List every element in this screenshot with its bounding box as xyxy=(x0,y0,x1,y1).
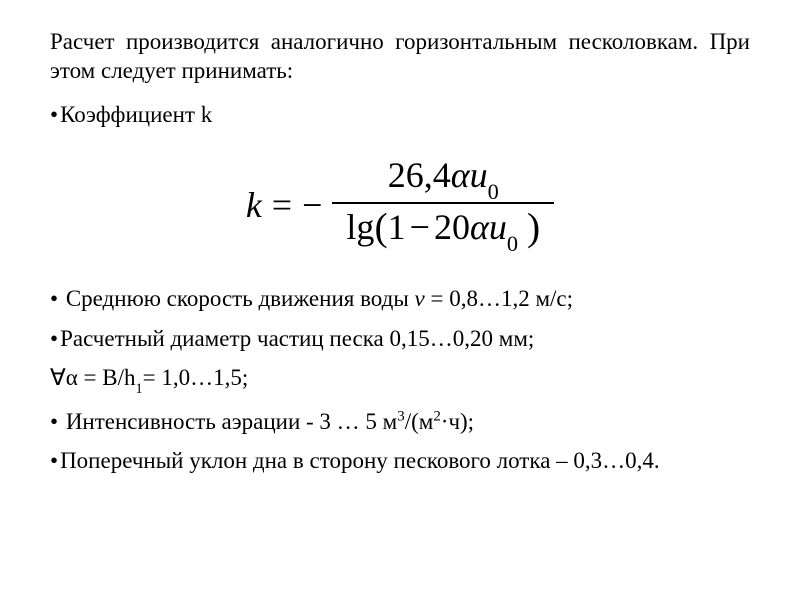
formula-lhs-k: k xyxy=(246,184,262,226)
bullet-transverse-slope: Поперечный уклон дна в сторону пескового… xyxy=(50,446,750,476)
b5-sup2: 2 xyxy=(433,408,440,424)
b5-end: ·ч); xyxy=(441,409,474,434)
formula-fraction: 26,4αu0 lg(1−20αu0 ) xyxy=(332,157,554,251)
num-alpha: α xyxy=(451,155,470,195)
den-twenty: 20 xyxy=(434,207,470,247)
num-coeff: 26,4 xyxy=(388,155,451,195)
b5-mid: /(м xyxy=(405,409,434,434)
formula-numerator: 26,4αu0 xyxy=(374,157,513,202)
b2-var-v: v xyxy=(415,286,425,311)
formula-minus: − xyxy=(302,184,322,226)
b4-mid: = B/h xyxy=(78,365,136,390)
b4-end: = 1,0…1,5; xyxy=(143,365,249,390)
den-minus: − xyxy=(406,207,434,247)
b4-sub1: 1 xyxy=(136,381,143,397)
den-alpha: α xyxy=(470,207,489,247)
document-page: Расчет производится аналогично горизонта… xyxy=(0,0,800,506)
b5-sup1: 3 xyxy=(397,408,404,424)
b2-prefix: Среднюю скорость движения воды xyxy=(66,286,415,311)
den-sub0: 0 xyxy=(507,231,518,256)
den-one: 1 xyxy=(388,207,406,247)
formula-equals: = xyxy=(272,184,292,226)
num-u: u xyxy=(470,155,488,195)
b2-suffix: = 0,8…1,2 м/с; xyxy=(425,286,573,311)
den-u: u xyxy=(489,207,507,247)
bullet-particle-diameter: Расчетный диаметр частиц песка 0,15…0,20… xyxy=(50,324,750,354)
den-lparen: ( xyxy=(374,205,387,249)
formula-k: k = − 26,4αu0 lg(1−20αu0 ) xyxy=(50,157,750,251)
bullet-alpha-ratio: ∀α = B/h1= 1,0…1,5; xyxy=(50,363,750,396)
den-lg: lg xyxy=(346,207,374,247)
formula-denominator: lg(1−20αu0 ) xyxy=(332,202,554,252)
den-rparen: ) xyxy=(527,205,540,249)
bullet-coefficient-k: Коэффициент k xyxy=(50,100,750,130)
intro-paragraph: Расчет производится аналогично горизонта… xyxy=(50,28,750,86)
b4-sym: ∀α xyxy=(50,365,78,390)
bullet-avg-velocity: Среднюю скорость движения воды v = 0,8…1… xyxy=(50,284,750,314)
bullet-aeration-intensity: Интенсивность аэрации - 3 … 5 м3/(м2·ч); xyxy=(50,407,750,437)
num-sub0: 0 xyxy=(488,179,499,204)
b5-prefix: Интенсивность аэрации - 3 … 5 м xyxy=(66,409,397,434)
